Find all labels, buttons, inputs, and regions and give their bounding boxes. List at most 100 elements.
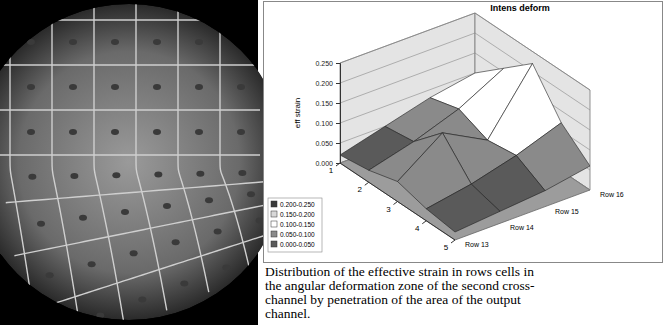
- photo-dot: [195, 39, 203, 45]
- photo-disc: [0, 4, 287, 320]
- photo-dot: [214, 228, 222, 234]
- y-tick-label: 0.250: [315, 60, 333, 67]
- y-tick: 0.000: [315, 160, 340, 167]
- legend: 0.200-0.250 0.150-0.200 0.100-0.150 0.050-0…: [268, 198, 322, 252]
- x-tick-mark: [336, 163, 340, 166]
- photo-dot: [256, 217, 264, 223]
- photo-dot: [37, 221, 45, 227]
- caption-line: channel by penetration of the area of th…: [265, 292, 521, 307]
- photo-content: [0, 0, 287, 325]
- photo-dot: [69, 84, 77, 90]
- grid-line: [340, 33, 590, 110]
- photo-dot: [196, 171, 204, 177]
- legend-swatch: [271, 231, 277, 237]
- photo-dot: [238, 170, 246, 176]
- photo-grid-line: [23, 230, 283, 314]
- y-tick-mark: [336, 103, 340, 104]
- figure: Intens deform0.0000.0500.1000.1500.2000.…: [0, 0, 665, 325]
- photo-dot: [222, 264, 230, 270]
- photo-grid-line: [178, 0, 209, 292]
- row-label: Row 13: [465, 241, 489, 248]
- photo-grid-line: [0, 64, 260, 65]
- photo-dot: [237, 39, 245, 45]
- photo-grid-line: [220, 0, 251, 274]
- photo-dot: [69, 129, 77, 135]
- photo-grid-line: [6, 182, 266, 203]
- y-tick: 0.250: [315, 60, 340, 67]
- photo-dot: [153, 129, 161, 135]
- caption-line: the angular deformation zone of the seco…: [265, 278, 535, 293]
- photo-dot: [46, 272, 54, 278]
- photo-dot: [112, 172, 120, 178]
- y-tick-label: 0.150: [315, 100, 333, 107]
- photo-dot: [205, 197, 213, 203]
- y-tick-mark: [336, 63, 340, 64]
- x-tick-mark: [422, 221, 426, 224]
- photo-grid-line: [0, 154, 260, 155]
- y-tick: 0.050: [315, 140, 340, 147]
- legend-box: [268, 198, 322, 252]
- legend-label: 0.150-0.200: [280, 211, 315, 218]
- x-tick-label: 5: [444, 243, 449, 252]
- x-tick-label: 4: [415, 224, 420, 233]
- row-label: Row 14: [510, 224, 534, 231]
- photo-dot: [79, 215, 87, 221]
- legend-label: 0.050-0.100: [280, 231, 315, 238]
- photo-dot: [172, 239, 180, 245]
- y-tick: 0.200: [315, 80, 340, 87]
- photo-grid-line: [94, 0, 125, 325]
- chart-title: Intens deform: [490, 3, 550, 13]
- photo-dot: [111, 39, 119, 45]
- photo-grid-line: [0, 109, 260, 110]
- surface-patch: [426, 184, 500, 232]
- x-tick-mark: [394, 202, 398, 205]
- legend-swatch: [271, 221, 277, 227]
- y-axis: 0.000 0.050 0.100 0.150 0.200 0.250: [315, 60, 340, 167]
- photo-dot: [195, 129, 203, 135]
- photo-dot: [153, 84, 161, 90]
- legend-label: 0.100-0.150: [280, 221, 315, 228]
- photo-dot: [138, 297, 146, 303]
- x-tick-mark: [365, 182, 369, 185]
- y-axis-title: eff strain: [293, 98, 302, 129]
- legend-swatch: [271, 211, 277, 217]
- x-tick-label: 1: [329, 166, 334, 175]
- surface: [340, 64, 590, 233]
- photo-dot: [111, 129, 119, 135]
- caption-line: Distribution of the effective strain in …: [265, 264, 534, 279]
- photo-grid-line: [10, 0, 41, 325]
- photo-dot: [247, 191, 255, 197]
- photo-dot: [154, 171, 162, 177]
- photo-grid-line: [14, 203, 274, 256]
- photo-grid-line: [0, 19, 260, 20]
- photo-dot: [27, 84, 35, 90]
- x-tick-mark: [451, 240, 455, 243]
- chart-frame: [264, 2, 663, 263]
- photo-grid-line: [52, 0, 83, 325]
- photo-dot: [96, 313, 104, 319]
- y-tick-label: 0.200: [315, 80, 333, 87]
- photo: [0, 0, 287, 325]
- x-tick-label: 2: [358, 185, 363, 194]
- y-tick-mark: [336, 83, 340, 84]
- legend-label: 0.000-0.050: [280, 241, 315, 248]
- y-tick-mark: [336, 123, 340, 124]
- photo-dot: [27, 39, 35, 45]
- y-tick: 0.150: [315, 100, 340, 107]
- legend-swatch: [271, 241, 277, 247]
- photo-dot: [121, 209, 129, 215]
- photo-dot: [70, 173, 78, 179]
- photo-dot: [28, 174, 36, 180]
- legend-label: 0.200-0.250: [280, 201, 315, 208]
- y-tick-mark: [336, 143, 340, 144]
- photo-dot: [163, 203, 171, 209]
- row-label: Row 16: [600, 191, 624, 198]
- legend-swatch: [271, 201, 277, 207]
- photo-dot: [88, 261, 96, 267]
- photo-dot: [237, 129, 245, 135]
- row-label: Row 15: [555, 208, 579, 215]
- y-tick: 0.100: [315, 120, 340, 127]
- y-tick-label: 0.050: [315, 140, 333, 147]
- photo-dot: [69, 39, 77, 45]
- photo-dot: [153, 39, 161, 45]
